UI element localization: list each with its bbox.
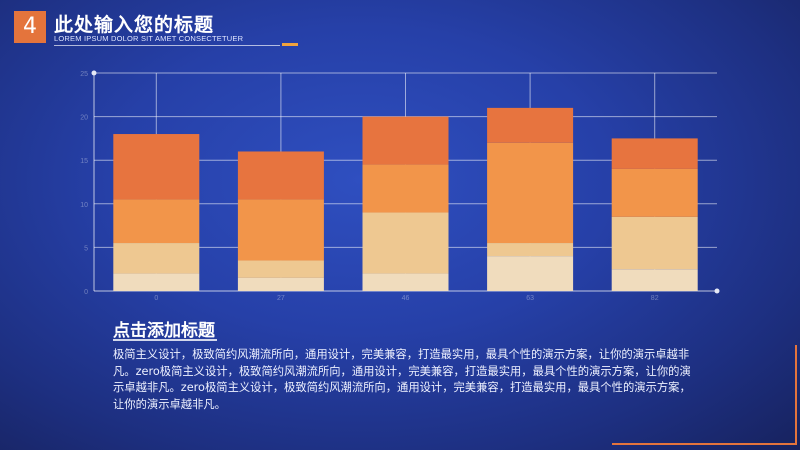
- bar-segment: [113, 134, 200, 200]
- bar-segment: [611, 168, 698, 217]
- y-tick-label: 25: [80, 71, 88, 78]
- page-subtitle[interactable]: LOREM IPSUM DOLOR SIT AMET CONSECTETUER: [54, 34, 244, 43]
- x-tick-labels: 0 27 46 63 82: [154, 295, 658, 302]
- corner-frame-vertical: [795, 345, 797, 445]
- y-tick-label: 0: [84, 289, 88, 296]
- axis-end-dot: [91, 70, 97, 76]
- y-tick-labels: 0 5 10 15 20 25: [80, 71, 88, 296]
- bar-segment: [237, 260, 324, 278]
- bar-segment: [113, 243, 200, 274]
- y-tick-label: 10: [80, 202, 88, 209]
- bar-segment: [113, 199, 200, 244]
- axis-end-dot: [714, 288, 720, 294]
- title-accent: [282, 43, 298, 46]
- page-title[interactable]: 此处输入您的标题: [54, 14, 215, 36]
- bar-segment: [611, 138, 698, 169]
- y-tick-label: 5: [84, 245, 88, 252]
- title-underline: [54, 45, 280, 46]
- content-heading[interactable]: 点击添加标题: [113, 321, 215, 341]
- corner-frame-horizontal: [612, 443, 796, 445]
- chart-bars: [113, 107, 698, 291]
- bar-segment: [237, 151, 324, 200]
- bar-segment: [237, 199, 324, 261]
- bar-segment: [237, 277, 324, 291]
- x-tick-label: 82: [651, 295, 659, 302]
- bar-segment: [611, 216, 698, 270]
- content-body[interactable]: 极简主义设计，极致简约风潮流所向，通用设计，完美兼容，打造最实用，最具个性的演示…: [113, 348, 691, 411]
- x-tick-label: 27: [277, 295, 285, 302]
- x-tick-label: 46: [402, 295, 410, 302]
- chart-decorations: [91, 70, 720, 294]
- y-tick-label: 20: [80, 115, 88, 122]
- bar-segment: [487, 256, 574, 291]
- bar-segment: [487, 243, 574, 257]
- bar-segment: [362, 116, 449, 165]
- x-tick-label: 0: [154, 295, 158, 302]
- bar-segment: [487, 142, 574, 244]
- heading-underline: [113, 339, 217, 341]
- bar-segment: [362, 164, 449, 213]
- bar-segment: [113, 273, 200, 291]
- bar-segment: [362, 212, 449, 274]
- bar-segment: [362, 273, 449, 291]
- y-tick-label: 15: [80, 158, 88, 165]
- x-tick-label: 63: [526, 295, 534, 302]
- bar-segment: [611, 269, 698, 291]
- section-number: 4: [14, 11, 46, 43]
- bar-segment: [487, 107, 574, 143]
